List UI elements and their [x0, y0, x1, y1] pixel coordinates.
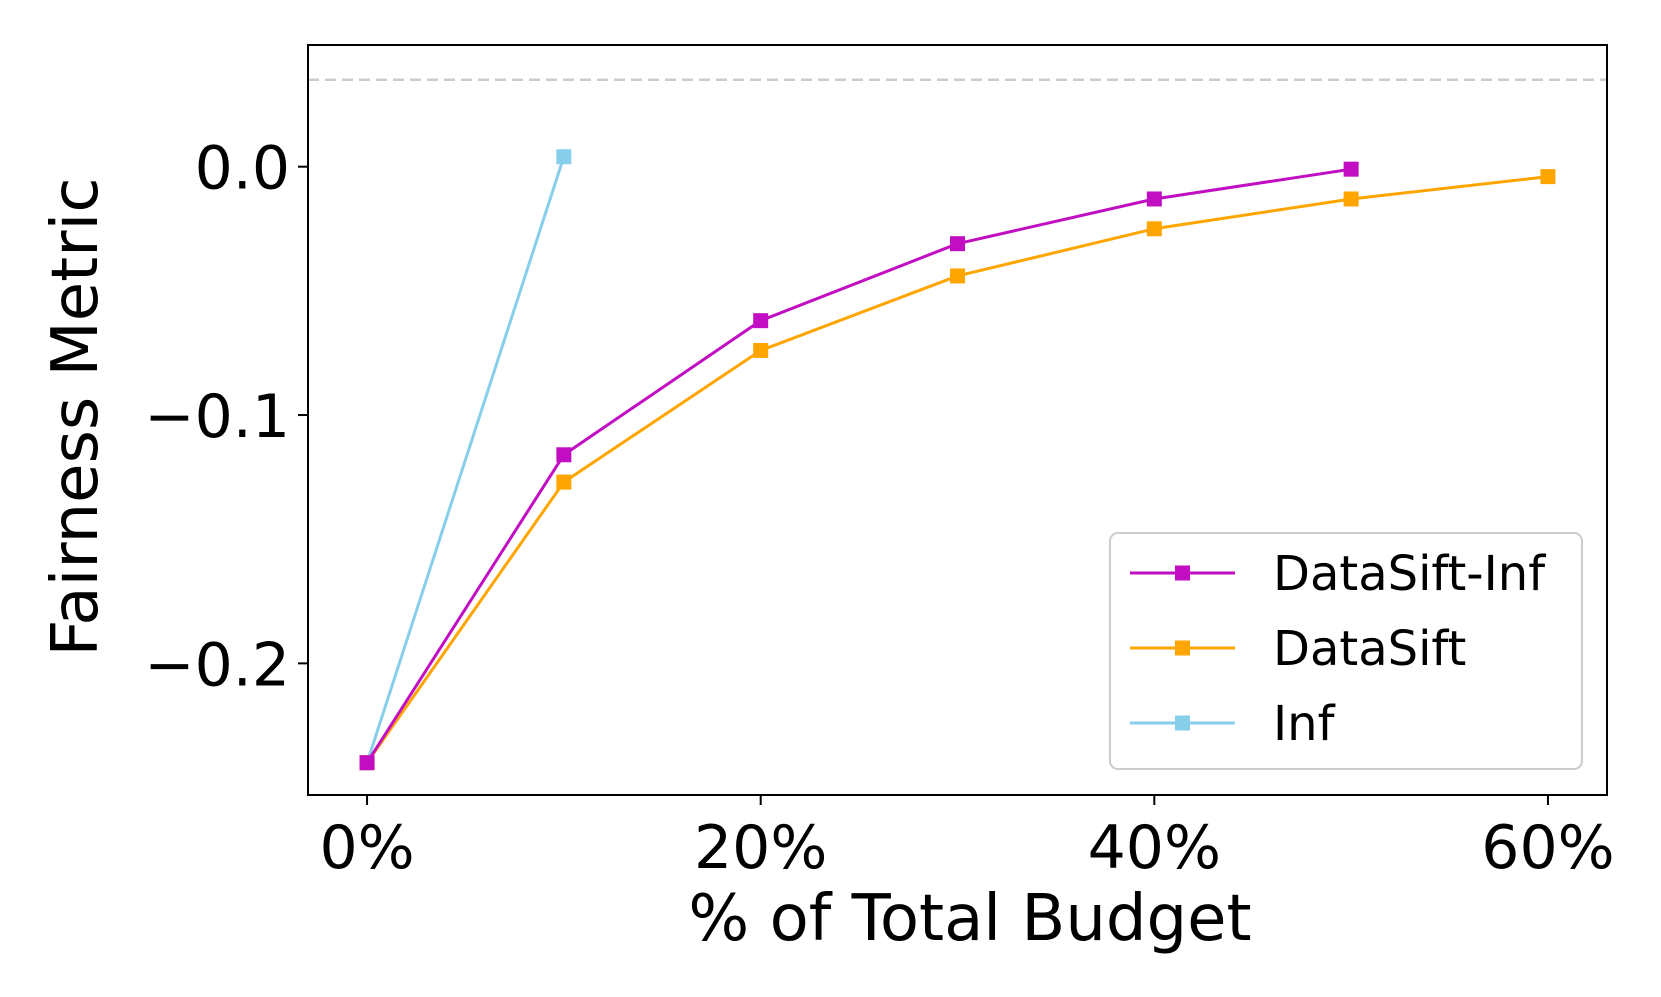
data-point-datasift [556, 474, 572, 490]
legend-box [1109, 532, 1583, 770]
y-axis-label: Fairness Metric [39, 177, 113, 656]
legend-marker [1175, 715, 1190, 731]
x-tick-label: 20% [694, 813, 827, 883]
legend-label-inf: Inf [1273, 696, 1336, 752]
data-point-datasift [1146, 221, 1162, 237]
data-point-datasift-inf [359, 755, 375, 771]
series-line-inf [365, 156, 566, 764]
data-point-datasift [1343, 191, 1359, 207]
legend-label-datasift-inf: DataSift-Inf [1273, 546, 1546, 602]
data-point-datasift-inf [950, 236, 965, 252]
legend-marker [1175, 640, 1190, 656]
plot-area [308, 78, 1607, 771]
x-tick-label: 0% [319, 813, 414, 883]
data-point-datasift [753, 342, 769, 358]
data-point-datasift [1540, 169, 1556, 185]
series-line-datasift-inf [365, 167, 1352, 764]
data-point-datasift-inf [556, 447, 572, 463]
legend-marker [1175, 565, 1190, 581]
y-tick-label: −0.2 [144, 630, 290, 700]
x-tick-label: 40% [1088, 813, 1221, 883]
data-point-datasift-inf [1146, 191, 1162, 207]
data-point-datasift-inf [753, 313, 769, 329]
axes: 0% 20% 40% 60% −0.2 −0.1 0.0 [144, 44, 1615, 883]
data-point-datasift-inf [1343, 161, 1359, 177]
data-point-datasift [950, 268, 965, 284]
legend-label-datasift: DataSift [1273, 621, 1466, 677]
x-tick-label: 60% [1481, 813, 1614, 883]
legend: DataSift-Inf DataSift Inf [1109, 532, 1583, 770]
x-axis-label: % of Total Budget [688, 882, 1251, 956]
y-tick-label: 0.0 [195, 134, 290, 204]
plot-frame [307, 44, 1608, 796]
data-point-inf [556, 149, 572, 165]
y-tick-label: −0.1 [144, 382, 290, 452]
